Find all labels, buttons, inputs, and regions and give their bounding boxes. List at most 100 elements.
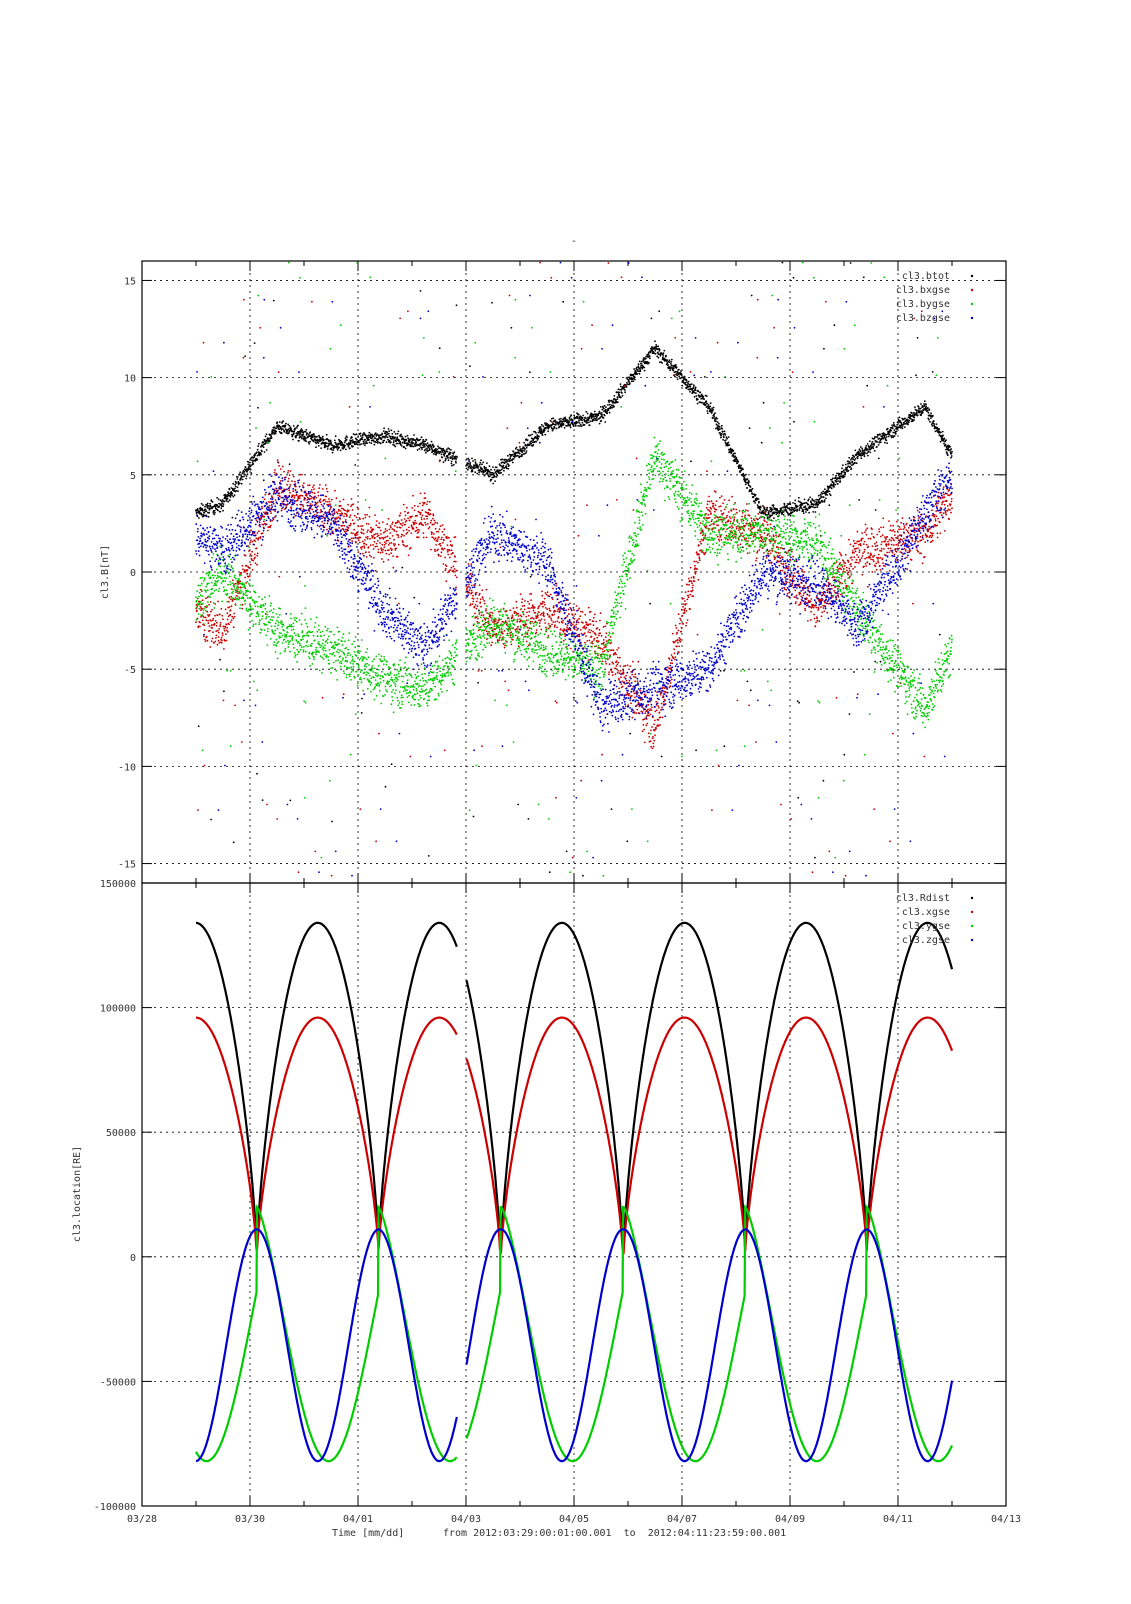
data-point	[654, 734, 656, 736]
data-point	[655, 344, 657, 346]
data-point	[773, 504, 775, 506]
data-point	[252, 560, 254, 562]
data-point	[538, 611, 540, 613]
data-point	[527, 601, 529, 603]
data-point	[542, 425, 544, 427]
data-point	[209, 630, 211, 632]
data-point	[315, 446, 317, 448]
data-point	[309, 441, 311, 443]
data-point	[857, 456, 859, 458]
data-point	[348, 510, 350, 512]
data-point	[878, 438, 880, 440]
data-point	[206, 619, 208, 621]
data-point	[520, 593, 522, 595]
data-point	[306, 495, 308, 497]
data-point	[388, 428, 390, 430]
data-point	[927, 410, 929, 412]
data-point	[721, 428, 723, 430]
data-point	[831, 487, 833, 489]
data-point	[797, 797, 799, 799]
data-point	[391, 523, 393, 525]
data-point	[353, 537, 355, 539]
data-point	[293, 431, 295, 433]
data-point	[529, 607, 531, 609]
data-point	[424, 492, 426, 494]
data-point	[364, 514, 366, 516]
data-point	[356, 538, 358, 540]
data-point	[298, 434, 300, 436]
data-point	[279, 421, 281, 423]
data-point	[609, 404, 611, 406]
data-point	[425, 452, 427, 454]
data-point	[705, 404, 707, 406]
data-point	[362, 541, 364, 543]
data-point	[266, 433, 268, 435]
data-point	[224, 501, 226, 503]
data-point	[629, 665, 631, 667]
data-point	[489, 614, 491, 616]
data-point	[260, 537, 262, 539]
data-point	[263, 511, 265, 513]
data-point	[766, 507, 768, 509]
data-point	[332, 452, 334, 454]
data-point	[436, 449, 438, 451]
data-point	[631, 674, 633, 676]
data-point	[589, 424, 591, 426]
data-point	[208, 622, 210, 624]
data-point	[605, 663, 607, 665]
data-point	[435, 528, 437, 530]
data-point	[223, 648, 225, 650]
data-point	[501, 469, 503, 471]
data-point	[398, 544, 400, 546]
data-point	[223, 700, 225, 702]
data-point	[545, 607, 547, 609]
data-point	[442, 524, 444, 526]
data-point	[287, 424, 289, 426]
data-point	[468, 584, 470, 586]
data-point	[794, 508, 796, 510]
data-point	[849, 713, 851, 715]
data-point	[428, 855, 430, 857]
data-point	[925, 406, 927, 408]
data-point	[261, 507, 263, 509]
data-point	[894, 435, 896, 437]
data-point	[233, 617, 235, 619]
data-point	[376, 520, 378, 522]
data-point	[208, 516, 210, 518]
data-point	[929, 421, 931, 423]
data-point	[877, 436, 879, 438]
data-point	[605, 661, 607, 663]
data-point	[329, 501, 331, 503]
data-point	[648, 715, 650, 717]
data-point	[300, 434, 302, 436]
data-point	[222, 505, 224, 507]
data-point	[767, 516, 769, 518]
data-point	[360, 537, 362, 539]
data-point	[280, 480, 282, 482]
data-point	[210, 611, 212, 613]
data-point	[421, 517, 423, 519]
data-point	[490, 612, 492, 614]
data-point	[451, 549, 453, 551]
data-point	[369, 555, 371, 557]
data-point	[896, 431, 898, 433]
data-point	[601, 409, 603, 411]
data-point	[603, 626, 605, 628]
data-point	[515, 635, 517, 637]
data-point	[694, 396, 696, 398]
data-point	[408, 554, 410, 556]
data-point	[297, 434, 299, 436]
data-point	[289, 492, 291, 494]
data-point	[435, 537, 437, 539]
data-point	[572, 614, 574, 616]
data-point	[542, 606, 544, 608]
data-point	[257, 539, 259, 541]
data-point	[429, 509, 431, 511]
data-point	[477, 598, 479, 600]
data-point	[524, 609, 526, 611]
data-point	[584, 632, 586, 634]
data-point	[469, 589, 471, 591]
data-point	[408, 527, 410, 529]
data-point	[383, 537, 385, 539]
data-point	[609, 412, 611, 414]
